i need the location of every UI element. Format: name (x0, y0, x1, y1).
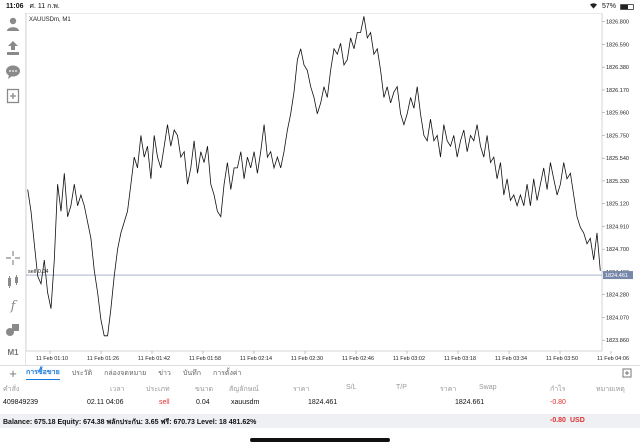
current-price-box (603, 271, 633, 280)
account-summary: Balance: 675.18 Equity: 674.38 พลักประกั… (0, 414, 640, 428)
price-axis: 1826.800 1826.590 1826.380 1826.170 1825.960… (602, 20, 629, 344)
order-type: sell (159, 399, 170, 406)
time-tick-label: 11 Feb 01:26 (87, 356, 119, 362)
col-time: เวลา (110, 386, 125, 393)
time-tick-label: 11 Feb 03:34 (495, 356, 527, 362)
table-row[interactable]: 409849239 02.11 04:06 sell 0.04 xauusdm … (0, 395, 640, 411)
tab-settings[interactable]: การตั้งค่า (212, 370, 242, 377)
time-tick-label: 11 Feb 02:14 (240, 356, 272, 362)
price-tick-label: 1825.960 (606, 111, 629, 117)
col-size: ขนาด (195, 386, 214, 393)
tab-news[interactable]: ข่าว (158, 370, 171, 377)
price-chart[interactable]: XAUUSDm, M1 1826.800 1826.590 1826.380 1826… (26, 13, 640, 363)
time-tick-label: 11 Feb 01:58 (189, 356, 221, 362)
chart-toolbar: f M1 (0, 13, 26, 365)
price-tick-label: 1826.800 (606, 20, 629, 26)
order-price: 1824.461 (308, 399, 338, 406)
col-price: ราคา (293, 386, 310, 393)
sell-order-label: sell 0.04 (28, 269, 49, 275)
time-tick-label: 11 Feb 02:30 (291, 356, 323, 362)
price-tick-label: 1826.590 (606, 42, 629, 48)
time-tick-label: 11 Feb 02:46 (342, 356, 374, 362)
tab-journal[interactable]: บันทึก (182, 370, 201, 377)
total-profit: -0.80 (550, 417, 566, 424)
orders-table: คำสั่ง เวลา ประเภท ขนาด สัญลักษณ์ ราคา S… (0, 381, 640, 411)
indicators-icon[interactable] (4, 273, 22, 291)
add-chart-icon[interactable] (4, 87, 22, 105)
crosshair-icon[interactable] (4, 249, 22, 267)
symbol-label: XAUUSDm, M1 (29, 17, 71, 23)
price-tick-label: 1823.860 (606, 338, 629, 344)
add-icon[interactable]: + (9, 366, 17, 381)
price-tick-label: 1826.380 (606, 65, 629, 71)
time-tick-label: 11 Feb 01:10 (36, 356, 68, 362)
terminal-tabs: + การซื้อขาย ประวัติ กล่องจดหมาย ข่าว บั… (0, 365, 640, 381)
order-time: 02.11 04:06 (87, 399, 124, 406)
status-date: ศ. 11 ก.พ. (29, 3, 60, 10)
order-current-price: 1824.661 (455, 399, 485, 406)
col-profit: กำไร (550, 386, 566, 393)
expand-icon[interactable] (622, 368, 632, 380)
tab-trade[interactable]: การซื้อขาย (26, 367, 60, 380)
time-tick-label: 11 Feb 03:18 (444, 356, 476, 362)
battery-fill (621, 4, 628, 9)
person-icon[interactable] (4, 15, 22, 33)
price-tick-label: 1825.750 (606, 133, 629, 139)
price-tick-label: 1826.170 (606, 88, 629, 94)
chart-svg: XAUUSDm, M1 1826.8001826.5901826.3801826… (26, 13, 633, 362)
col-current-price: ราคา (440, 386, 457, 393)
price-tick-label: 1824.280 (606, 293, 629, 299)
order-id: 409849239 (3, 399, 39, 406)
col-type: ประเภท (146, 386, 170, 393)
time-axis: 11 Feb 01:10 11 Feb 01:26 11 Feb 01:42 11 F… (36, 351, 629, 362)
status-bar: 11:06 ศ. 11 ก.พ. 57% (0, 0, 640, 13)
currency-label: USD (570, 417, 585, 424)
price-tick-label: 1825.540 (606, 156, 629, 162)
col-symbol: สัญลักษณ์ (229, 386, 259, 393)
price-tick-label: 1824.070 (606, 315, 629, 321)
home-indicator (250, 438, 390, 442)
objects-icon[interactable] (4, 321, 22, 339)
col-tp: T/P (396, 384, 407, 391)
time-tick-label: 11 Feb 03:50 (546, 356, 578, 362)
price-tick-label: 1825.330 (606, 179, 629, 185)
time-tick-label: 11 Feb 01:42 (138, 356, 170, 362)
plot-frame (26, 13, 603, 352)
table-header: คำสั่ง เวลา ประเภท ขนาด สัญลักษณ์ ราคา S… (0, 381, 640, 395)
battery-icon (620, 3, 634, 10)
timeframe-button[interactable]: M1 (7, 347, 19, 357)
order-symbol: xauusdm (231, 399, 260, 406)
chat-icon[interactable] (4, 63, 22, 81)
tab-history[interactable]: ประวัติ (71, 370, 93, 377)
time-tick-label: 11 Feb 04:06 (597, 356, 629, 362)
col-swap: Swap (479, 384, 497, 391)
col-comment: หมายเหตุ (596, 386, 625, 393)
wifi-icon (589, 2, 598, 11)
current-price-label: 1824.461 (605, 273, 628, 279)
battery-percent: 57% (601, 3, 616, 10)
price-tick-label: 1825.120 (606, 202, 629, 208)
order-profit: -0.80 (550, 399, 566, 406)
price-line (27, 16, 601, 337)
order-size: 0.04 (196, 399, 210, 406)
time-tick-label: 11 Feb 03:02 (393, 356, 425, 362)
price-tick-label: 1824.700 (606, 247, 629, 253)
status-time: 11:06 (6, 3, 24, 10)
col-order: คำสั่ง (3, 386, 20, 393)
trade-icon[interactable] (4, 39, 22, 57)
tab-mailbox[interactable]: กล่องจดหมาย (104, 370, 147, 377)
price-tick-label: 1824.910 (606, 224, 629, 230)
function-icon[interactable]: f (10, 298, 16, 314)
balance-text: Balance: 675.18 Equity: 674.38 พลักประกั… (3, 419, 257, 426)
col-sl: S/L (346, 384, 357, 391)
